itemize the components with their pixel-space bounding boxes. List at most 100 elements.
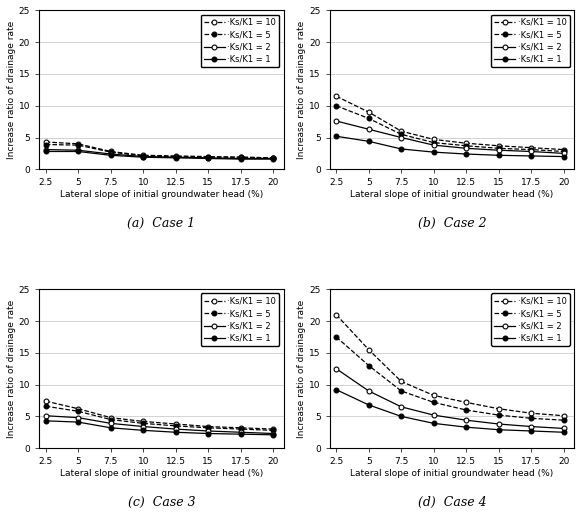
·Ks/K1 = 2 xyxy=(560,425,567,431)
·Ks/K1 = 1 xyxy=(237,431,244,437)
·Ks/K1 = 5 xyxy=(560,417,567,423)
·Ks/K1 = 1 xyxy=(139,427,146,434)
·Ks/K1 = 10 xyxy=(398,128,405,134)
·Ks/K1 = 10 xyxy=(42,398,49,404)
Line: ·Ks/K1 = 10: ·Ks/K1 = 10 xyxy=(44,399,275,431)
·Ks/K1 = 2 xyxy=(333,118,340,124)
·Ks/K1 = 2 xyxy=(365,388,372,394)
Line: ·Ks/K1 = 5: ·Ks/K1 = 5 xyxy=(44,404,275,433)
Line: ·Ks/K1 = 10: ·Ks/K1 = 10 xyxy=(334,312,566,418)
·Ks/K1 = 2 xyxy=(270,155,277,162)
Y-axis label: Increase ratio of drainage rate: Increase ratio of drainage rate xyxy=(297,21,306,159)
·Ks/K1 = 10 xyxy=(430,392,437,399)
·Ks/K1 = 10 xyxy=(365,109,372,115)
Line: ·Ks/K1 = 2: ·Ks/K1 = 2 xyxy=(334,119,566,156)
·Ks/K1 = 10 xyxy=(139,418,146,425)
·Ks/K1 = 5 xyxy=(365,362,372,369)
·Ks/K1 = 2 xyxy=(398,134,405,141)
·Ks/K1 = 1 xyxy=(42,418,49,424)
·Ks/K1 = 5 xyxy=(462,143,469,149)
Line: ·Ks/K1 = 1: ·Ks/K1 = 1 xyxy=(44,418,275,437)
·Ks/K1 = 10 xyxy=(172,153,179,159)
·Ks/K1 = 10 xyxy=(528,410,535,416)
·Ks/K1 = 1 xyxy=(398,413,405,419)
·Ks/K1 = 2 xyxy=(237,155,244,162)
Line: ·Ks/K1 = 2: ·Ks/K1 = 2 xyxy=(44,147,275,161)
·Ks/K1 = 5 xyxy=(430,399,437,405)
·Ks/K1 = 5 xyxy=(333,103,340,109)
·Ks/K1 = 1 xyxy=(270,431,277,438)
·Ks/K1 = 1 xyxy=(430,420,437,426)
Legend: ·Ks/K1 = 10, ·Ks/K1 = 5, ·Ks/K1 = 2, ·Ks/K1 = 1: ·Ks/K1 = 10, ·Ks/K1 = 5, ·Ks/K1 = 2, ·Ks… xyxy=(491,293,570,346)
·Ks/K1 = 5 xyxy=(205,154,211,161)
·Ks/K1 = 2 xyxy=(75,415,82,421)
·Ks/K1 = 10 xyxy=(495,406,502,412)
Line: ·Ks/K1 = 2: ·Ks/K1 = 2 xyxy=(334,366,566,431)
Y-axis label: Increase ratio of drainage rate: Increase ratio of drainage rate xyxy=(7,300,16,438)
·Ks/K1 = 10 xyxy=(237,425,244,431)
·Ks/K1 = 1 xyxy=(75,149,82,155)
·Ks/K1 = 1 xyxy=(560,153,567,160)
·Ks/K1 = 1 xyxy=(172,429,179,435)
·Ks/K1 = 2 xyxy=(139,424,146,430)
·Ks/K1 = 5 xyxy=(205,425,211,431)
·Ks/K1 = 2 xyxy=(75,147,82,153)
Text: (b)  Case 2: (b) Case 2 xyxy=(418,217,486,230)
·Ks/K1 = 1 xyxy=(365,138,372,144)
·Ks/K1 = 5 xyxy=(270,427,277,434)
·Ks/K1 = 10 xyxy=(237,154,244,161)
·Ks/K1 = 2 xyxy=(172,426,179,432)
Legend: ·Ks/K1 = 10, ·Ks/K1 = 5, ·Ks/K1 = 2, ·Ks/K1 = 1: ·Ks/K1 = 10, ·Ks/K1 = 5, ·Ks/K1 = 2, ·Ks… xyxy=(200,15,279,67)
·Ks/K1 = 5 xyxy=(42,403,49,410)
·Ks/K1 = 2 xyxy=(205,428,211,434)
·Ks/K1 = 2 xyxy=(365,126,372,132)
·Ks/K1 = 5 xyxy=(75,142,82,149)
·Ks/K1 = 2 xyxy=(528,149,535,155)
·Ks/K1 = 1 xyxy=(462,151,469,157)
·Ks/K1 = 1 xyxy=(205,430,211,437)
·Ks/K1 = 2 xyxy=(560,150,567,156)
·Ks/K1 = 5 xyxy=(495,412,502,418)
·Ks/K1 = 10 xyxy=(495,143,502,149)
·Ks/K1 = 1 xyxy=(495,427,502,433)
·Ks/K1 = 2 xyxy=(495,147,502,153)
·Ks/K1 = 5 xyxy=(75,408,82,414)
X-axis label: Lateral slope of initial groundwater head (%): Lateral slope of initial groundwater hea… xyxy=(60,469,263,478)
·Ks/K1 = 10 xyxy=(528,144,535,151)
·Ks/K1 = 5 xyxy=(398,131,405,138)
·Ks/K1 = 5 xyxy=(139,420,146,426)
·Ks/K1 = 1 xyxy=(107,425,114,431)
Legend: ·Ks/K1 = 10, ·Ks/K1 = 5, ·Ks/K1 = 2, ·Ks/K1 = 1: ·Ks/K1 = 10, ·Ks/K1 = 5, ·Ks/K1 = 2, ·Ks… xyxy=(491,15,570,67)
Line: ·Ks/K1 = 1: ·Ks/K1 = 1 xyxy=(44,149,275,162)
·Ks/K1 = 5 xyxy=(462,407,469,413)
·Ks/K1 = 5 xyxy=(139,153,146,159)
·Ks/K1 = 1 xyxy=(528,153,535,159)
·Ks/K1 = 10 xyxy=(430,137,437,143)
·Ks/K1 = 5 xyxy=(398,388,405,394)
·Ks/K1 = 2 xyxy=(270,430,277,437)
·Ks/K1 = 2 xyxy=(107,420,114,426)
·Ks/K1 = 5 xyxy=(365,115,372,121)
·Ks/K1 = 10 xyxy=(75,406,82,412)
Text: (d)  Case 4: (d) Case 4 xyxy=(418,496,486,509)
·Ks/K1 = 2 xyxy=(205,155,211,161)
·Ks/K1 = 1 xyxy=(205,155,211,162)
Line: ·Ks/K1 = 1: ·Ks/K1 = 1 xyxy=(334,134,566,159)
·Ks/K1 = 1 xyxy=(333,386,340,393)
·Ks/K1 = 10 xyxy=(205,424,211,430)
·Ks/K1 = 10 xyxy=(270,426,277,432)
·Ks/K1 = 5 xyxy=(237,426,244,432)
·Ks/K1 = 10 xyxy=(462,399,469,405)
Line: ·Ks/K1 = 5: ·Ks/K1 = 5 xyxy=(334,104,566,154)
·Ks/K1 = 2 xyxy=(237,429,244,435)
Line: ·Ks/K1 = 10: ·Ks/K1 = 10 xyxy=(334,94,566,152)
·Ks/K1 = 1 xyxy=(462,424,469,430)
·Ks/K1 = 5 xyxy=(333,334,340,340)
·Ks/K1 = 1 xyxy=(237,156,244,162)
·Ks/K1 = 5 xyxy=(107,416,114,423)
·Ks/K1 = 10 xyxy=(333,312,340,318)
·Ks/K1 = 1 xyxy=(560,429,567,435)
·Ks/K1 = 10 xyxy=(75,141,82,147)
·Ks/K1 = 2 xyxy=(462,145,469,152)
·Ks/K1 = 1 xyxy=(107,152,114,158)
